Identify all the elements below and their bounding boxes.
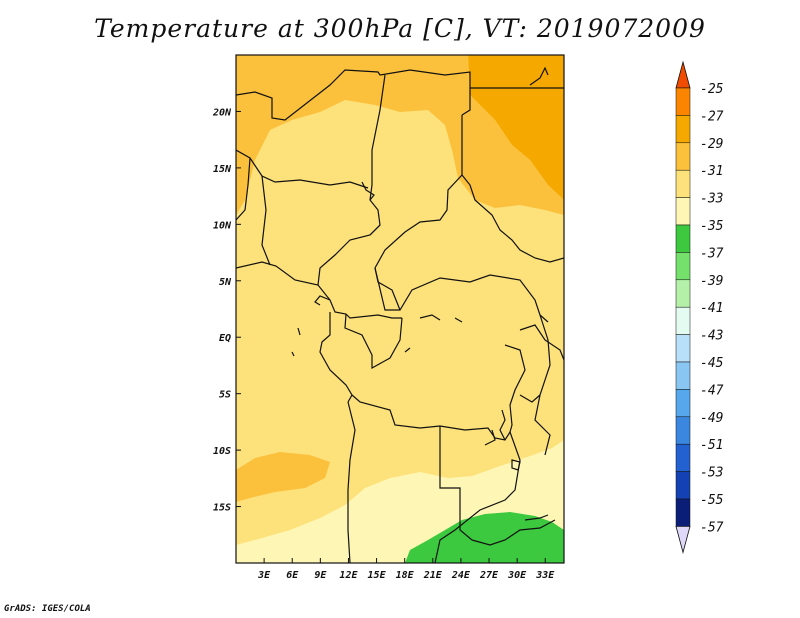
x-tick-label: 33E xyxy=(535,570,555,581)
y-tick-label: 15N xyxy=(213,164,232,175)
colorbar-label: -51 xyxy=(700,438,723,453)
y-axis-ticks: 20N 15N 10N 5N EQ 5S 10S 15S xyxy=(212,107,241,514)
colorbar-label: -33 xyxy=(700,192,723,207)
colorbar-label: -39 xyxy=(700,274,723,289)
colorbar-label: -53 xyxy=(700,466,723,481)
colorbar-label: -55 xyxy=(700,493,724,508)
colorbar-label: -41 xyxy=(700,301,723,316)
x-tick-label: 15E xyxy=(368,570,387,581)
colorbar-segment xyxy=(675,169,691,198)
colorbar-segment xyxy=(675,334,691,363)
y-tick-label: 5S xyxy=(219,390,231,401)
colorbar-segment xyxy=(675,443,691,472)
colorbar-segment xyxy=(675,306,691,335)
chart-title: Temperature at 300hPa [C], VT: 201907200… xyxy=(94,14,706,43)
colorbar-segment xyxy=(675,361,691,390)
colorbar-label: -57 xyxy=(700,520,724,535)
colorbar-label: -31 xyxy=(700,164,723,179)
x-tick-label: 6E xyxy=(286,570,299,581)
x-tick-label: 24E xyxy=(451,570,471,581)
colorbar-segment xyxy=(675,389,691,418)
colorbar-label: -29 xyxy=(700,137,723,152)
colorbar-label: -35 xyxy=(700,219,724,234)
x-axis-ticks: 3E 6E 9E 12E 15E 18E 21E 24E 27E 30E 33E xyxy=(257,558,555,581)
colorbar-segment xyxy=(675,197,691,226)
x-tick-label: 12E xyxy=(339,570,358,581)
colorbar-segment xyxy=(675,498,691,527)
y-tick-label: 10N xyxy=(213,220,232,231)
colorbar-segment xyxy=(675,115,691,144)
colorbar-label: -47 xyxy=(700,383,724,398)
colorbar-top-arrow xyxy=(675,60,691,89)
y-tick-label: 20N xyxy=(212,107,232,118)
x-tick-label: 21E xyxy=(423,570,443,581)
colorbar-bottom-arrow xyxy=(675,526,691,554)
colorbar-segment xyxy=(675,416,691,445)
colorbar-segment xyxy=(675,279,691,308)
colorbar-label: -49 xyxy=(700,411,723,426)
x-tick-label: 30E xyxy=(507,570,527,581)
x-tick-label: 27E xyxy=(479,570,499,581)
y-tick-label: 10S xyxy=(213,446,231,457)
colorbar-label: -25 xyxy=(700,82,724,97)
grads-credit: GrADS: IGES/COLA xyxy=(4,604,91,614)
band-27-29-northeast xyxy=(468,55,564,200)
country-borders xyxy=(236,66,564,563)
colorbar-label: -37 xyxy=(700,246,724,261)
x-tick-label: 3E xyxy=(257,570,271,581)
band-29-31-southwest xyxy=(236,452,330,502)
colorbar-segment xyxy=(675,471,691,500)
colorbar-label: -43 xyxy=(700,329,723,344)
colorbar-segment xyxy=(675,252,691,281)
colorbar-label: -45 xyxy=(700,356,724,371)
y-tick-label: EQ xyxy=(219,333,231,344)
y-tick-label: 5N xyxy=(219,277,232,288)
colorbar-segment xyxy=(675,224,691,253)
colorbar-segment xyxy=(675,142,691,171)
x-tick-label: 18E xyxy=(396,570,415,581)
colorbar-label: -27 xyxy=(700,109,724,124)
band-35-37-southeast xyxy=(405,512,564,563)
map-frame xyxy=(235,54,565,564)
colorbar: -25 -27 -29 -31 -33 -35 -37 -39 -41 -43 -45 -47 -49 -… xyxy=(675,60,724,554)
y-tick-label: 15S xyxy=(213,503,231,514)
colorbar-segment xyxy=(675,87,691,116)
x-tick-label: 9E xyxy=(314,570,327,581)
